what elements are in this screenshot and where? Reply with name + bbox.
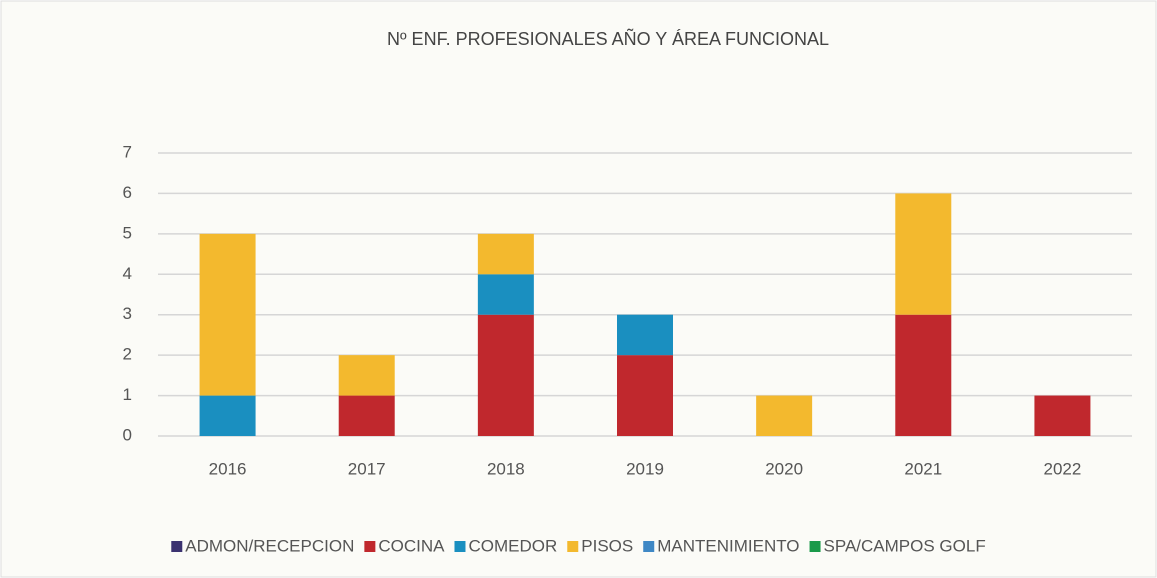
legend-swatch [809,541,821,552]
y-tick-label: 7 [123,142,132,161]
x-tick-label: 2019 [626,459,664,478]
y-tick-label: 3 [123,304,132,323]
bar-segment [617,355,673,436]
bar-segment [338,355,395,396]
legend-label: MANTENIMIENTO [657,536,799,555]
bar-segment [895,314,952,436]
bar-segment [338,395,395,436]
bar-segment [617,314,673,356]
x-tick-label: 2022 [1044,459,1082,478]
bar-segment [756,395,813,436]
x-tick-label: 2017 [348,459,386,478]
chart-title: Nº ENF. PROFESIONALES AÑO Y ÁREA FUNCION… [387,28,829,49]
y-tick-label: 5 [123,223,132,242]
x-tick-label: 2016 [209,459,247,478]
bar-segment [895,193,952,315]
legend-swatch [364,541,376,552]
legend-label: COMEDOR [468,536,557,555]
legend: ADMON/RECEPCION COCINA COMEDOR PISOS MANTENI… [171,536,986,555]
y-tick-label: 6 [123,183,132,202]
legend-label: SPA/CAMPOS GOLF [824,536,986,555]
legend-label: ADMON/RECEPCION [185,536,354,555]
legend-label: PISOS [581,536,633,555]
legend-swatch [454,541,466,552]
bar-segment [477,314,534,436]
x-tick-label: 2020 [765,459,803,478]
legend-label: COCINA [378,536,445,555]
y-tick-label: 0 [123,425,132,444]
y-tick-label: 4 [123,264,132,283]
legend-swatch [171,541,183,552]
x-tick-label: 2021 [904,459,942,478]
legend-swatch [567,541,579,552]
y-tick-label: 1 [123,385,132,404]
x-tick-label: 2018 [487,459,525,478]
bar-segment [477,274,534,315]
y-tick-label: 2 [123,345,132,364]
bar-segment [1034,395,1091,436]
bar-segment [477,233,534,275]
legend-swatch [643,541,655,552]
bar-segment [199,233,256,396]
bar-segment [199,395,256,436]
